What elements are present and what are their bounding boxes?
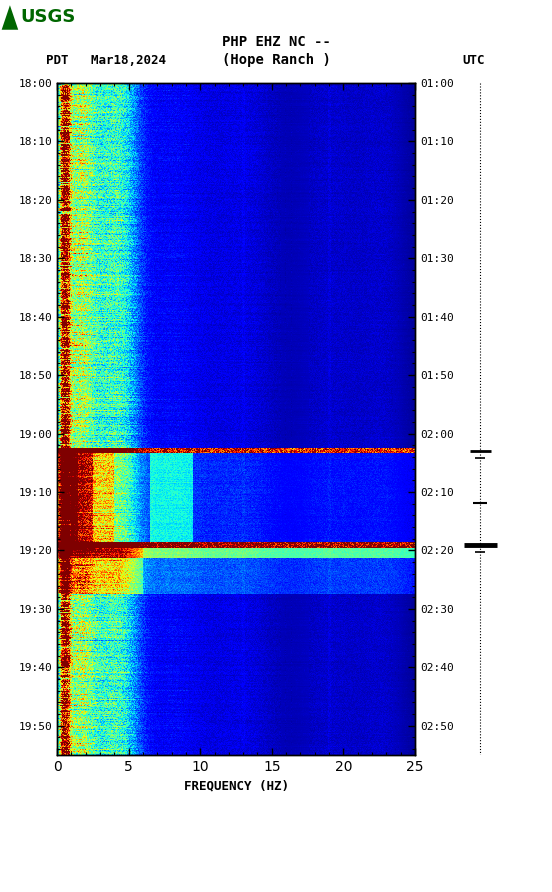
- Polygon shape: [2, 5, 18, 29]
- Text: USGS: USGS: [21, 9, 76, 27]
- X-axis label: FREQUENCY (HZ): FREQUENCY (HZ): [183, 780, 289, 792]
- Text: PDT   Mar18,2024: PDT Mar18,2024: [46, 54, 166, 67]
- Text: UTC: UTC: [463, 54, 485, 67]
- Text: (Hope Ranch ): (Hope Ranch ): [221, 53, 331, 67]
- Text: PHP EHZ NC --: PHP EHZ NC --: [221, 35, 331, 49]
